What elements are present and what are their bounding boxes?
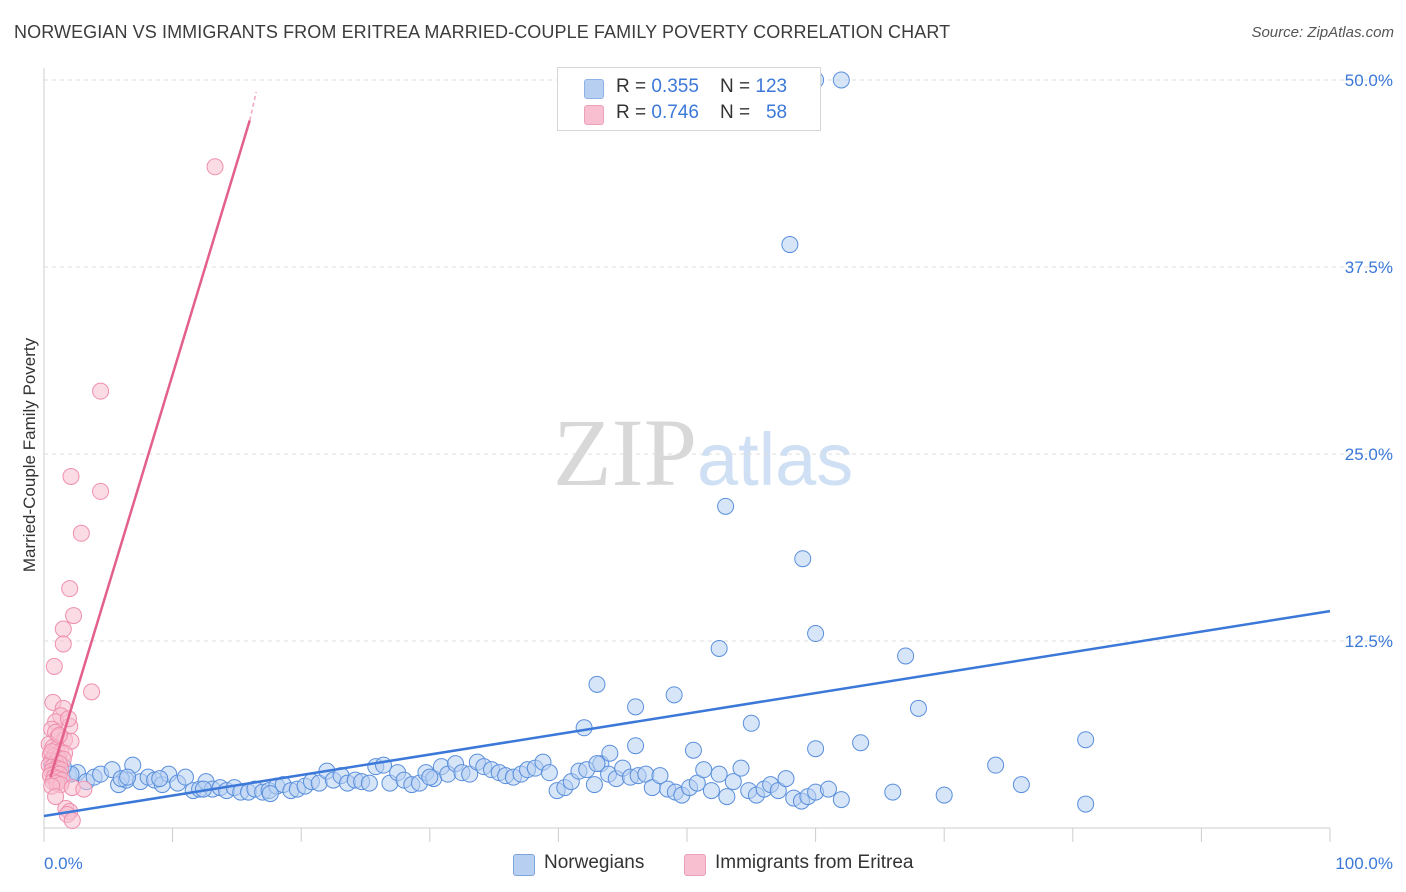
y-tick-label: 25.0% [1345, 445, 1393, 464]
eritrea-point [54, 635, 72, 653]
eritrea-point [92, 382, 110, 400]
legend-n-value: 123 [755, 76, 788, 97]
legend-swatch-pink [584, 105, 604, 125]
legend-n-label: N = [720, 76, 756, 97]
norwegians-point [1077, 795, 1095, 813]
eritrea-point [75, 780, 93, 798]
norwegians-point [588, 755, 606, 773]
norwegians-point [718, 788, 736, 806]
x-tick-label-min: 0.0% [44, 854, 83, 873]
eritrea-point [92, 482, 110, 500]
norwegians-point [732, 759, 750, 777]
norwegians-point [421, 768, 439, 786]
norwegians-point [819, 780, 837, 798]
norwegians-point [777, 770, 795, 788]
norwegians-point [702, 782, 720, 800]
norwegians-trend-line [43, 609, 1331, 818]
x-tick-labels: 0.0% 100.0% [44, 854, 1393, 873]
legend-r-value: 0.746 [651, 102, 699, 123]
norwegians-point [807, 740, 825, 758]
norwegians-point [695, 761, 713, 779]
trend-lines [43, 91, 1331, 818]
norwegians-point [987, 756, 1005, 774]
y-tick-label: 50.0% [1345, 71, 1393, 90]
watermark-atlas: atlas [697, 418, 854, 501]
norwegians-point [710, 639, 728, 657]
norwegians-points [43, 71, 1095, 813]
norwegians-point [724, 773, 742, 791]
y-tick-label: 12.5% [1345, 632, 1393, 651]
norwegians-point [575, 719, 593, 737]
eritrea-point [206, 158, 224, 176]
eritrea-point [83, 683, 101, 701]
norwegians-point [651, 767, 669, 785]
watermark-zip: ZIP [553, 399, 697, 506]
x-tick-label-max: 100.0% [1335, 854, 1393, 873]
y-tick-labels: 12.5% 25.0% 37.5% 50.0% [1345, 71, 1393, 651]
norwegians-point [176, 768, 194, 786]
norwegians-point [375, 756, 393, 774]
eritrea-points [40, 158, 224, 830]
eritrea-point [45, 657, 63, 675]
norwegians-point [119, 768, 137, 786]
watermark: ZIPatlas [553, 405, 853, 508]
norwegians-point [717, 497, 735, 515]
eritrea-point [63, 812, 81, 830]
eritrea-point [72, 524, 90, 542]
eritrea-point [62, 467, 80, 485]
legend-r-value: 0.355 [651, 76, 699, 97]
norwegians-point [742, 714, 760, 732]
norwegians-point [794, 550, 812, 568]
legend-swatch-blue [584, 79, 604, 99]
norwegians-point [627, 698, 645, 716]
legend-r-label: R = [616, 76, 652, 97]
norwegians-point [585, 776, 603, 794]
norwegians-point [461, 765, 479, 783]
norwegians-point [781, 236, 799, 254]
norwegians-point [665, 686, 683, 704]
stats-legend: R = 0.355 N = 123 R = 0.746 N = 58 [557, 67, 821, 131]
norwegians-point [540, 764, 558, 782]
norwegians-point [1012, 776, 1030, 794]
norwegians-point [601, 744, 619, 762]
source-label: Source: ZipAtlas.com [1251, 24, 1394, 41]
legend-swatch-eritrea [684, 854, 706, 876]
eritrea-point [47, 788, 65, 806]
eritrea-point [54, 620, 72, 638]
norwegians-point [884, 783, 902, 801]
legend-n-value: 58 [765, 102, 788, 123]
chart-title: NORWEGIAN VS IMMIGRANTS FROM ERITREA MAR… [14, 22, 951, 42]
norwegians-point [897, 647, 915, 665]
norwegians-point [261, 785, 279, 803]
norwegians-point [627, 737, 645, 755]
eritrea-trend-extension [249, 91, 257, 121]
norwegians-point [1077, 731, 1095, 749]
norwegians-point [935, 786, 953, 804]
legend-n-label: N = [720, 102, 756, 123]
eritrea-point [65, 607, 83, 625]
norwegians-point [852, 734, 870, 752]
norwegians-point [909, 699, 927, 717]
legend-label-norwegians: Norwegians [544, 852, 645, 873]
eritrea-trend-line [49, 120, 251, 778]
grid-lines [43, 68, 1390, 829]
y-tick-label: 37.5% [1345, 258, 1393, 277]
norwegians-point [832, 791, 850, 809]
norwegians-point [588, 675, 606, 693]
norwegians-point [807, 625, 825, 643]
legend-r-label: R = [616, 102, 652, 123]
norwegians-point [710, 765, 728, 783]
norwegians-point [684, 741, 702, 759]
norwegians-point [151, 770, 169, 788]
eritrea-point [61, 580, 79, 598]
x-axis-ticks [43, 828, 1331, 842]
norwegians-point [832, 71, 850, 89]
legend-label-eritrea: Immigrants from Eritrea [715, 852, 914, 873]
norwegians-point [769, 782, 787, 800]
norwegians-point [360, 774, 378, 792]
legend-swatch-norwegians [513, 854, 535, 876]
